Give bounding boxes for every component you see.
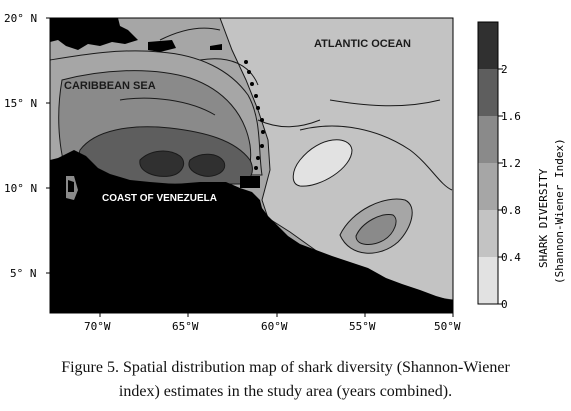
legend-tick-1-2: 1.2 (501, 157, 521, 170)
legend-tick-1-6: 1.6 (501, 110, 521, 123)
caption-line-2: index) estimates in the study area (year… (118, 383, 453, 400)
legend-tick-0: 0 (501, 298, 508, 311)
land-lesser-antilles (244, 60, 265, 170)
contour-lines-misc (119, 27, 321, 128)
figure-caption: Figure 5. Spatial distribution map of sh… (0, 356, 571, 404)
label-coast-of-venezuela: COAST OF VENEZUELA (102, 193, 217, 204)
lon-tick-60w: 60°W (261, 320, 288, 333)
lat-tick-15n: 15° N (4, 97, 37, 110)
legend-swatch-0-4-0-8 (478, 210, 498, 257)
legend-title-line1: SHARK DIVERSITY (537, 168, 550, 268)
contour-zone-core-inner (139, 150, 185, 177)
legend-tick-0-4: 0.4 (501, 251, 521, 264)
legend-title-line2: (Shannon-Wiener Index) (553, 138, 566, 284)
caption-line-1: Figure 5. Spatial distribution map of sh… (61, 359, 510, 376)
legend-swatch-gt-2 (478, 22, 498, 69)
legend: 2 1.6 1.2 0.8 0.4 0 SHARK DIVERSITY (Sha… (477, 21, 566, 311)
contour-zone-core-inner2 (188, 153, 226, 177)
label-atlantic-ocean: ATLANTIC OCEAN (314, 38, 411, 50)
lat-tick-20n: 20° N (4, 12, 37, 25)
land-puerto-rico (148, 40, 176, 52)
land-small-island (210, 44, 222, 50)
lon-tick-50w: 50°W (434, 320, 461, 333)
lat-tick-10n: 10° N (4, 182, 37, 195)
label-caribbean-sea: CARIBBEAN SEA (64, 80, 156, 92)
land-south-america (50, 150, 453, 313)
legend-swatch-1-6-2 (478, 69, 498, 116)
contour-zone-southeast-inner (355, 213, 397, 245)
legend-swatch-0-8-1-2 (478, 163, 498, 210)
lon-tick-55w: 55°W (349, 320, 376, 333)
lon-tick-70w: 70°W (84, 320, 111, 333)
land-hispaniola (50, 18, 138, 50)
land-trinidad (240, 176, 260, 188)
legend-tick-0-8: 0.8 (501, 204, 521, 217)
lon-tick-65w: 65°W (172, 320, 199, 333)
legend-swatch-1-2-1-6 (478, 116, 498, 163)
legend-tick-2: 2 (501, 63, 508, 76)
lat-tick-5n: 5° N (10, 267, 37, 280)
contour-zone-east-lighter (292, 139, 353, 187)
legend-swatch-0-0-4 (478, 257, 498, 304)
map-frame (49, 17, 454, 314)
lat-axis: 20° N 15° N 10° N 5° N (4, 12, 50, 280)
lon-axis: 70°W 65°W 60°W 55°W 50°W (84, 313, 461, 333)
land-maracaibo-spot (68, 180, 74, 192)
contour-zone-northeast (299, 99, 453, 191)
map-panel: ATLANTIC OCEAN CARIBBEAN SEA COAST OF VE… (4, 12, 461, 333)
